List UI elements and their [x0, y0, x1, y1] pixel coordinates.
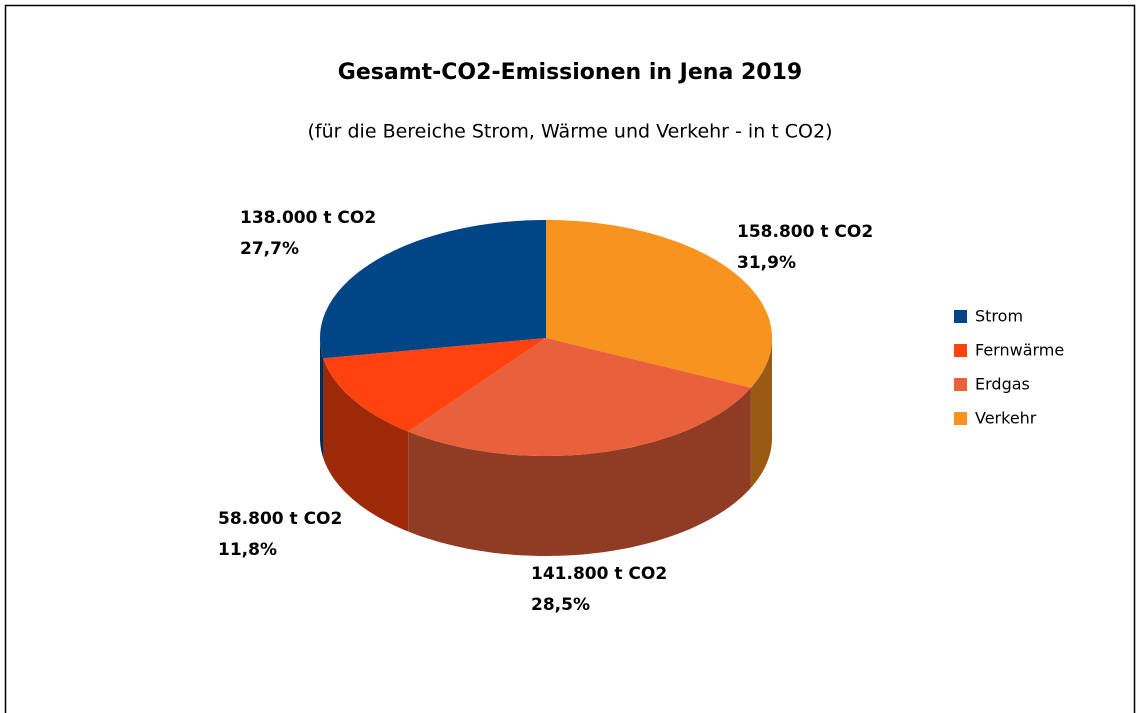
- slice: [323, 338, 546, 432]
- legend-swatch: [954, 378, 967, 391]
- slice-side: [750, 338, 772, 488]
- legend-label: Verkehr: [975, 409, 1037, 428]
- legend-swatch: [954, 344, 967, 357]
- slice: [546, 220, 772, 388]
- percent-label: 28,5%: [531, 595, 590, 615]
- chart-subtitle: (für die Bereiche Strom, Wärme und Verke…: [308, 121, 833, 143]
- legend-label: Erdgas: [975, 375, 1030, 394]
- slice-side: [408, 387, 751, 556]
- percent-label: 31,9%: [737, 253, 796, 273]
- chart-title: Gesamt-CO2-Emissionen in Jena 2019: [338, 60, 802, 85]
- value-label: 141.800 t CO2: [531, 564, 667, 584]
- legend-label: Fernwärme: [975, 341, 1064, 360]
- value-label: 58.800 t CO2: [218, 509, 342, 529]
- slice: [408, 338, 751, 456]
- slice-side: [323, 358, 409, 532]
- slice: [320, 220, 546, 359]
- slice-side: [320, 338, 324, 459]
- legend-swatch: [954, 412, 967, 425]
- value-label: 158.800 t CO2: [737, 222, 873, 242]
- value-label: 138.000 t CO2: [240, 208, 376, 228]
- percent-label: 11,8%: [218, 540, 277, 560]
- legend-swatch: [954, 310, 967, 323]
- percent-label: 27,7%: [240, 239, 299, 259]
- legend-label: Strom: [975, 307, 1023, 326]
